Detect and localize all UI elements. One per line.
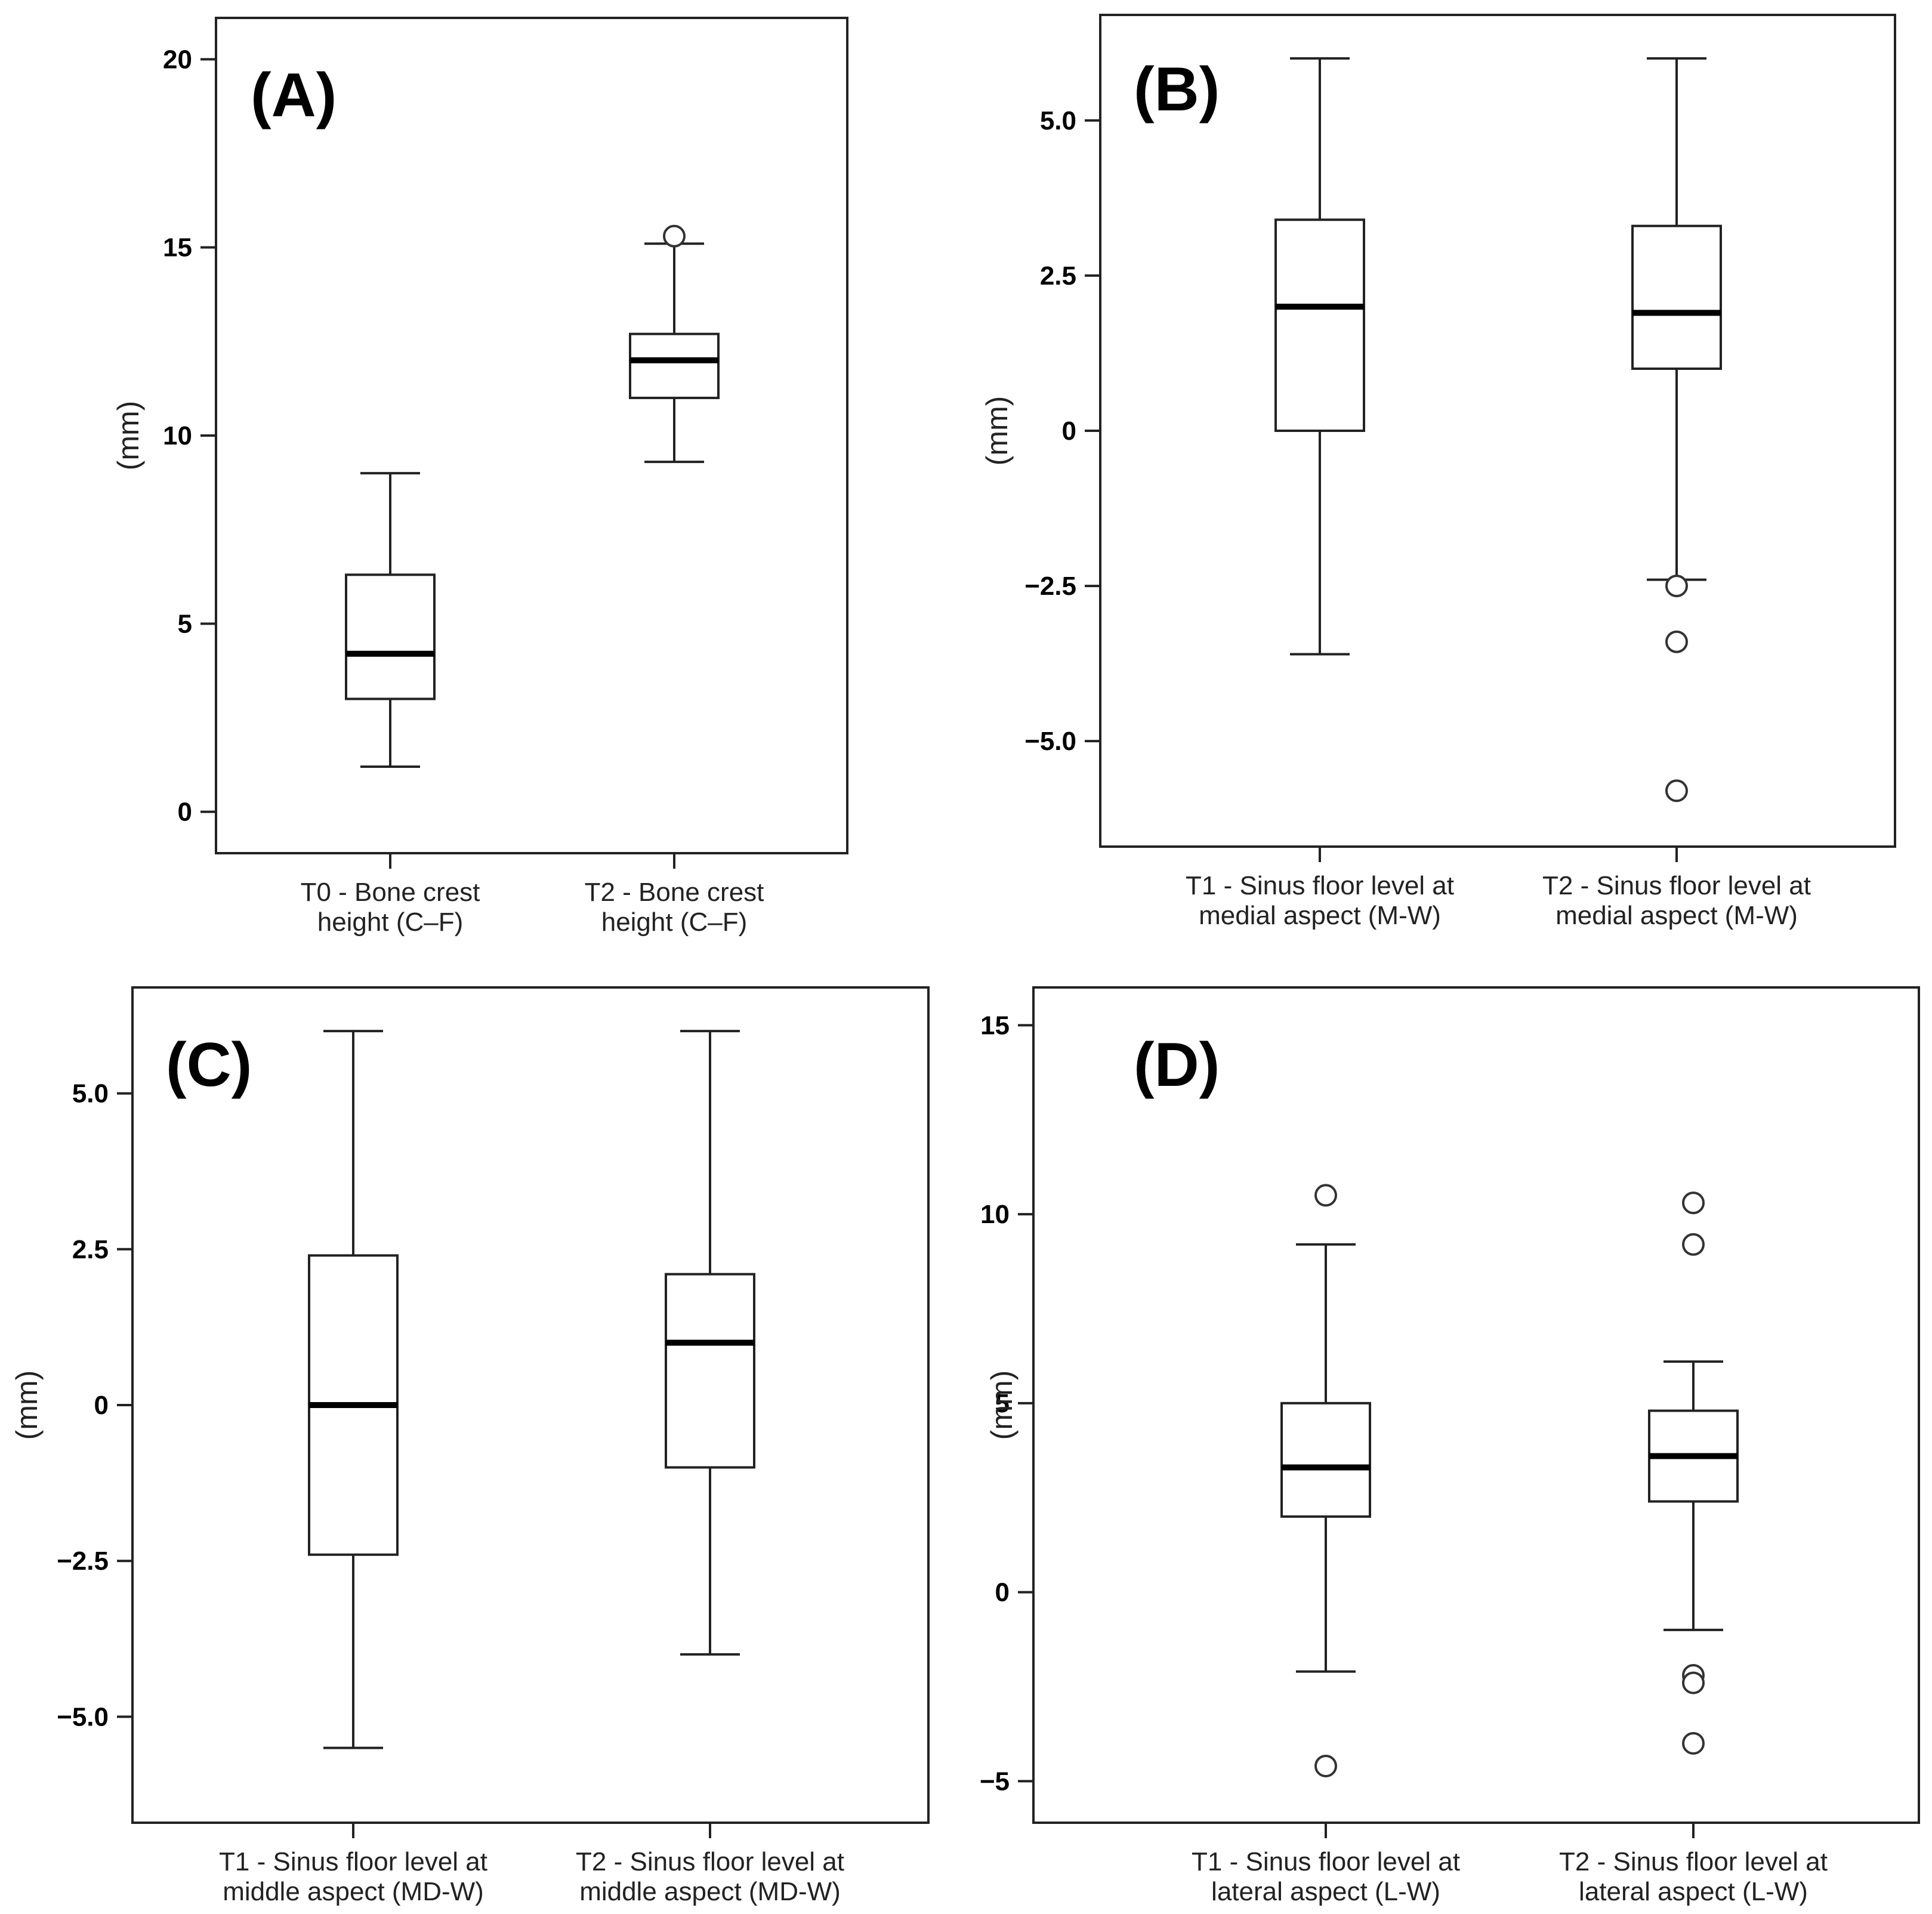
- x-category-label-line2: height (C–F): [601, 907, 748, 937]
- y-tick-label: −5: [980, 1767, 1010, 1796]
- x-category-label-line1: T0 - Bone crest: [301, 878, 480, 907]
- x-category-label-line2: lateral aspect (L-W): [1211, 1877, 1440, 1906]
- y-tick-label: −5.0: [1024, 727, 1076, 756]
- iqr-box: [1274, 218, 1365, 432]
- y-tick-label: −5.0: [57, 1702, 109, 1731]
- box-plot-2: [665, 1030, 755, 1656]
- x-category-label-line1: T1 - Sinus floor level at: [219, 1847, 487, 1876]
- y-tick-label: 0: [995, 1578, 1010, 1607]
- box-plot-1: [1280, 1184, 1371, 1777]
- x-category-label-line2: medial aspect (M-W): [1556, 901, 1798, 930]
- iqr-box: [345, 573, 436, 700]
- y-axis-title: (mm): [985, 1370, 1019, 1440]
- x-category-label-line1: T1 - Sinus floor level at: [1186, 871, 1454, 900]
- y-axis-title: (mm): [980, 396, 1014, 466]
- outlier-point: [1682, 1233, 1705, 1256]
- outlier-point: [1682, 1191, 1705, 1215]
- x-category-label-line1: T2 - Bone crest: [585, 878, 764, 907]
- panel-label: (C): [166, 1030, 252, 1100]
- iqr-box: [665, 1273, 755, 1469]
- x-category-label-line1: T2 - Sinus floor level at: [576, 1847, 844, 1876]
- x-category-label-line2: middle aspect (MD-W): [579, 1877, 841, 1906]
- y-tick-label: 0: [1062, 416, 1076, 446]
- y-tick-label: 5: [995, 1389, 1010, 1418]
- y-axis-title: (mm): [112, 401, 145, 471]
- iqr-box: [1631, 224, 1722, 370]
- panel-label: (A): [251, 61, 337, 130]
- y-tick-label: 5.0: [1040, 106, 1076, 135]
- iqr-box: [1280, 1401, 1371, 1518]
- outlier-point: [1314, 1754, 1337, 1777]
- box-plot-1: [308, 1030, 399, 1749]
- panel-c: (C) −5.0 −2.5 0 2.5 5.0 (mm) T1 - Sinus floor l…: [10, 986, 930, 1906]
- box-plot-1: [1274, 57, 1365, 656]
- outlier-point: [1682, 1731, 1705, 1755]
- y-tick-label: 2.5: [72, 1235, 109, 1264]
- box-plot-2: [1631, 57, 1722, 802]
- y-tick-label: 5.0: [72, 1079, 109, 1109]
- outlier-point: [1665, 630, 1688, 653]
- box-plot-1: [345, 472, 436, 768]
- x-category-label-line2: medial aspect (M-W): [1199, 901, 1441, 930]
- x-category-label-line1: T2 - Sinus floor level at: [1542, 871, 1811, 900]
- y-tick-label: 10: [163, 421, 192, 450]
- x-category-label-line2: middle aspect (MD-W): [223, 1877, 484, 1906]
- y-tick-label: 20: [163, 45, 192, 74]
- x-category-label-line2: height (C–F): [317, 907, 464, 937]
- y-tick-label: −2.5: [1024, 572, 1076, 601]
- iqr-box: [629, 332, 720, 399]
- panel-b: (B) −5.0 −2.5 0 2.5 5.0 (mm) T1 - Sinus floor l…: [980, 14, 1896, 930]
- box-plot-2: [1648, 1191, 1739, 1755]
- y-axis-title: (mm): [10, 1370, 44, 1440]
- y-tick-label: 0: [94, 1391, 109, 1420]
- panel-d: (D) −5 0 5 10 15 (mm) T1 - Sinus floor level at…: [980, 986, 1920, 1906]
- box-plot-2: [629, 224, 720, 464]
- panel-label: (B): [1134, 55, 1220, 124]
- x-category-label-line2: lateral aspect (L-W): [1579, 1877, 1808, 1906]
- y-tick-label: 2.5: [1040, 261, 1076, 291]
- outlier-point: [663, 224, 686, 248]
- outlier-point: [1665, 575, 1688, 598]
- outlier-point: [1314, 1184, 1337, 1207]
- y-tick-label: 0: [178, 798, 192, 827]
- y-tick-label: 15: [980, 1011, 1010, 1040]
- plot-frame: [1032, 986, 1920, 1824]
- y-tick-label: −2.5: [57, 1546, 109, 1576]
- panel-label: (D): [1134, 1030, 1220, 1100]
- y-tick-label: 5: [178, 609, 192, 638]
- y-tick-label: 10: [980, 1200, 1010, 1229]
- x-category-label-line1: T1 - Sinus floor level at: [1192, 1847, 1460, 1876]
- y-tick-label: 15: [163, 233, 192, 263]
- x-category-label-line1: T2 - Sinus floor level at: [1559, 1847, 1828, 1876]
- outlier-point: [1682, 1671, 1705, 1694]
- outlier-point: [1665, 779, 1688, 802]
